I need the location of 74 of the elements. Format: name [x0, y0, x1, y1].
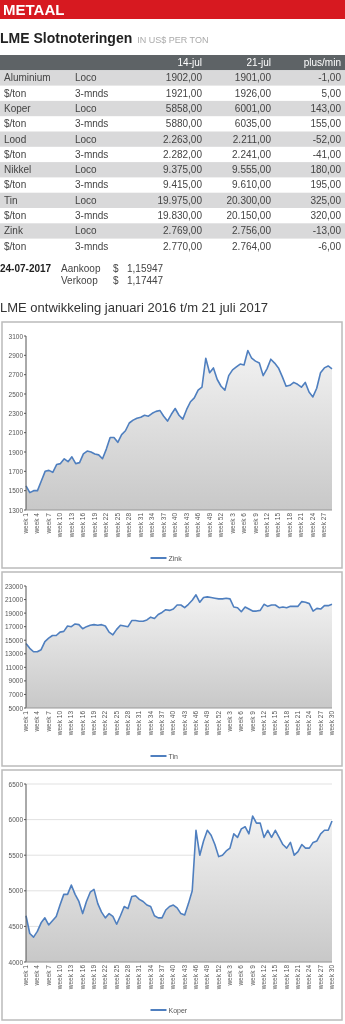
text: Loco — [75, 102, 98, 114]
text: $/ton — [4, 240, 27, 252]
text: 2.282,00 — [163, 148, 203, 160]
text: 320,00 — [310, 210, 342, 221]
text: 24-07-2017 — [0, 262, 52, 274]
text: Zink — [4, 225, 24, 237]
text: 1902,00 — [165, 72, 203, 84]
text: 21-jul — [246, 57, 271, 68]
text: 9.555,00 — [232, 164, 272, 176]
text: $/ton — [4, 87, 27, 99]
text: 2.241,00 — [232, 148, 272, 160]
text: 20.300,00 — [226, 194, 272, 206]
text: plus/min — [303, 57, 341, 68]
text: 325,00 — [310, 194, 342, 206]
text: 20.150,00 — [226, 210, 272, 221]
text: 3-mnds — [75, 210, 109, 221]
text: $/ton — [4, 148, 27, 160]
text: METAAL — [3, 1, 65, 18]
text: Verkoop — [61, 274, 99, 286]
text: $ — [113, 262, 119, 274]
text: Loco — [75, 225, 98, 237]
text: 3-mnds — [75, 179, 109, 191]
text: 6001,00 — [234, 102, 272, 114]
text: Lood — [4, 133, 27, 145]
text: 1,15947 — [127, 262, 164, 274]
text: 6035,00 — [234, 118, 272, 130]
text: -6,00 — [318, 240, 342, 252]
text: 9.610,00 — [232, 179, 272, 191]
text: Koper — [4, 102, 32, 114]
text: 5,00 — [321, 87, 342, 99]
text: Loco — [75, 72, 98, 84]
text: Tin — [4, 194, 18, 206]
text: 3-mnds — [75, 148, 109, 160]
text: 9.375,00 — [163, 164, 203, 176]
text: $/ton — [4, 179, 27, 191]
text: IN US$ PER TON — [137, 35, 209, 45]
text: 2.770,00 — [163, 240, 203, 252]
text: LME Slotnoteringen — [0, 30, 133, 46]
text: 195,00 — [310, 179, 342, 191]
chart-title: LME ontwikkeling januari 2016 t/m 21 juli 2017 — [0, 300, 269, 315]
text: 19.975,00 — [157, 194, 203, 206]
text: 14-jul — [177, 57, 202, 68]
text: -52,00 — [312, 133, 342, 145]
text: Loco — [75, 164, 98, 176]
text: 1926,00 — [234, 87, 272, 99]
text: 2.211,00 — [232, 133, 272, 145]
text: 3-mnds — [75, 87, 109, 99]
text: -1,00 — [318, 72, 342, 84]
text: $/ton — [4, 118, 27, 130]
text: 2.263,00 — [163, 133, 203, 145]
text: 1921,00 — [165, 87, 203, 99]
text: 3-mnds — [75, 240, 109, 252]
text: 1901,00 — [234, 72, 272, 84]
text: Loco — [75, 133, 98, 145]
text: Aluminium — [4, 72, 51, 84]
text: 143,00 — [310, 102, 342, 114]
text: $ — [113, 274, 119, 286]
text: $/ton — [4, 210, 27, 221]
text: 9.415,00 — [163, 179, 203, 191]
text: Loco — [75, 194, 98, 206]
text: -13,00 — [312, 225, 342, 237]
text: 5858,00 — [165, 102, 203, 114]
text: Nikkel — [4, 164, 32, 176]
text: 1,17447 — [127, 274, 164, 286]
text: 2.769,00 — [163, 225, 203, 237]
text: 3-mnds — [75, 118, 109, 130]
text: 19.830,00 — [157, 210, 203, 221]
text: Aankoop — [61, 262, 101, 274]
text: 2.756,00 — [232, 225, 272, 237]
text: -41,00 — [312, 148, 342, 160]
text: 5880,00 — [165, 118, 203, 130]
text: 180,00 — [310, 164, 342, 176]
text: 2.764,00 — [232, 240, 272, 252]
text: 155,00 — [310, 118, 342, 130]
